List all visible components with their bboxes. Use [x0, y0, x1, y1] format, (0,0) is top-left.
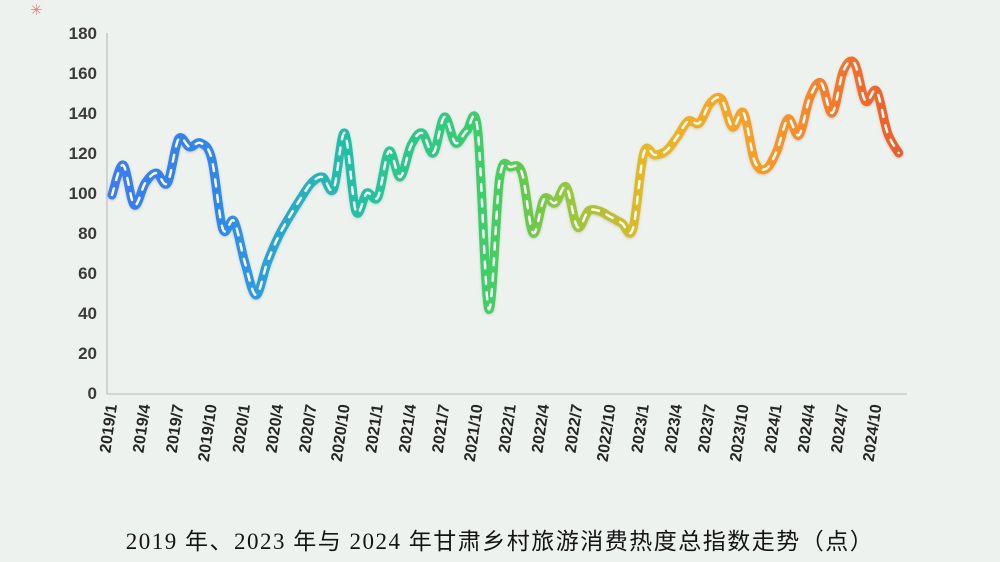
y-tick-label: 40: [78, 304, 97, 323]
x-tick-label: 2024/10: [861, 403, 886, 463]
x-tick-label: 2019/4: [131, 403, 155, 454]
chart-caption: 2019 年、2023 年与 2024 年甘肃乡村旅游消费热度总指数走势（点）: [125, 529, 875, 554]
y-tick-label: 60: [78, 264, 97, 283]
x-tick-label: 2020/1: [230, 403, 254, 454]
x-tick-label: 2022/1: [496, 403, 520, 454]
line-chart-svg: 0 20 40 60 80 100 120 140 160 180 2019/1 2019/4 2019…: [69, 24, 907, 463]
y-tick-label: 120: [69, 144, 97, 163]
x-tick-label: 2023/7: [696, 403, 720, 454]
index-line: [107, 56, 904, 314]
x-tick-label: 2022/4: [529, 403, 553, 454]
y-tick-label: 180: [69, 24, 97, 43]
x-tick-label: 2021/7: [430, 403, 454, 454]
axis-lines: [106, 33, 907, 395]
x-tick-label: 2019/1: [97, 403, 121, 454]
x-tick-label: 2024/7: [829, 403, 853, 454]
y-tick-label: 140: [69, 104, 97, 123]
x-tick-label: 2020/4: [264, 403, 288, 454]
x-tick-label: 2022/10: [595, 403, 620, 463]
index-trend-chart: 0 20 40 60 80 100 120 140 160 180 2019/1 2019/4 2019…: [69, 24, 907, 463]
x-tick-label: 2022/7: [563, 403, 587, 454]
x-tick-label: 2024/4: [795, 403, 819, 454]
x-tick-label: 2021/10: [462, 403, 487, 463]
x-tick-label: 2023/4: [662, 403, 686, 454]
y-tick-label: 80: [78, 224, 97, 243]
index-line-dash-overlay: [110, 59, 900, 311]
x-tick-label: 2019/7: [164, 403, 188, 454]
x-tick-label: 2021/4: [396, 403, 420, 454]
x-tick-label: 2020/7: [297, 403, 321, 454]
x-tick-label: 2023/10: [728, 403, 753, 463]
x-tick-label: 2023/1: [629, 403, 653, 454]
y-tick-label: 0: [88, 384, 97, 403]
x-tick-label: 2021/1: [363, 403, 387, 454]
y-tick-label: 20: [78, 344, 97, 363]
y-tick-label: 160: [69, 64, 97, 83]
x-tick-label: 2024/1: [762, 403, 786, 454]
y-tick-label: 100: [69, 184, 97, 203]
x-tick-label: 2020/10: [329, 403, 354, 463]
watermark-asterisk-icon: ✳: [30, 2, 43, 19]
x-tick-label: 2019/10: [196, 403, 221, 463]
